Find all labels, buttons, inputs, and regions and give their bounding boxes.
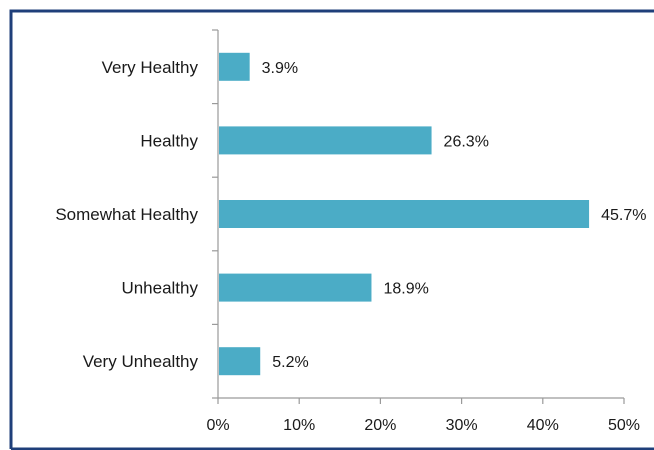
category-labels: Very Healthy Healthy Somewhat Healthy Unhea… bbox=[55, 58, 198, 371]
x-tick-label: 10% bbox=[283, 417, 315, 434]
value-label: 45.7% bbox=[601, 207, 646, 224]
value-labels: 3.9% 26.3% 45.7% 18.9% 5.2% bbox=[262, 60, 647, 371]
x-axis-ticks bbox=[217, 398, 625, 404]
bar-very-unhealthy bbox=[219, 347, 261, 376]
bars-group bbox=[219, 52, 590, 376]
bar-unhealthy bbox=[219, 273, 372, 302]
value-label: 5.2% bbox=[272, 354, 308, 371]
x-tick-labels: 0% 10% 20% 30% 40% 50% bbox=[206, 417, 640, 434]
value-label: 26.3% bbox=[444, 133, 489, 150]
x-tick-label: 30% bbox=[446, 417, 478, 434]
category-label: Unhealthy bbox=[121, 279, 198, 298]
value-label: 3.9% bbox=[262, 60, 298, 77]
category-label: Somewhat Healthy bbox=[55, 205, 198, 224]
chart-border bbox=[9, 9, 654, 450]
x-tick-label: 50% bbox=[608, 417, 640, 434]
x-tick-label: 20% bbox=[364, 417, 396, 434]
category-label: Healthy bbox=[140, 131, 198, 150]
bar-somewhat-healthy bbox=[219, 200, 590, 228]
bar-healthy bbox=[219, 126, 432, 155]
category-label: Very Healthy bbox=[102, 58, 199, 77]
x-tick-label: 40% bbox=[527, 417, 559, 434]
category-label: Very Unhealthy bbox=[83, 352, 199, 371]
y-axis-ticks bbox=[212, 29, 218, 399]
bar-very-healthy bbox=[219, 52, 250, 81]
x-tick-label: 0% bbox=[206, 417, 229, 434]
value-label: 18.9% bbox=[383, 281, 428, 298]
